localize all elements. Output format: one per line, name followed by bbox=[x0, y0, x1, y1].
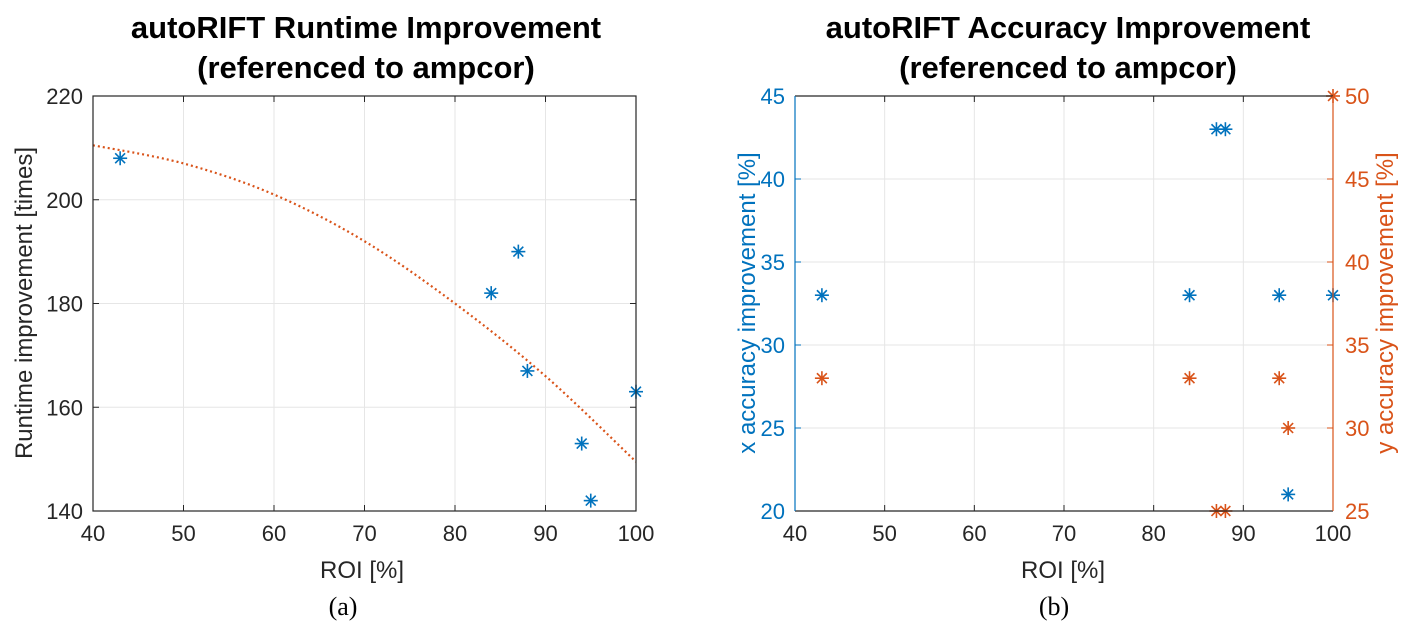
x-tick-label: 60 bbox=[962, 521, 986, 546]
x-tick-label: 40 bbox=[81, 521, 105, 546]
y-right-tick-label: 40 bbox=[1345, 250, 1369, 275]
y-tick-label: 160 bbox=[46, 395, 83, 420]
grid bbox=[92, 95, 637, 512]
x-accuracy-point bbox=[1218, 122, 1233, 137]
plot-frame bbox=[92, 95, 637, 512]
chart-subtitle: (referenced to ampcor) bbox=[899, 50, 1237, 85]
x-tick-label: 70 bbox=[352, 521, 376, 546]
x-axis-label: ROI [%] bbox=[1021, 557, 1105, 584]
y-right-tick-label: 25 bbox=[1345, 499, 1369, 524]
x-tick-label: 90 bbox=[1231, 521, 1255, 546]
y-tick-label: 180 bbox=[46, 292, 83, 317]
data-point bbox=[484, 286, 499, 301]
x-tick-label: 60 bbox=[262, 521, 286, 546]
x-tick-label: 90 bbox=[533, 521, 557, 546]
data-point bbox=[583, 493, 598, 508]
y-tick-label: 140 bbox=[46, 499, 83, 524]
y-left-tick-label: 40 bbox=[761, 167, 785, 192]
plot-marks bbox=[814, 89, 1340, 518]
y-accuracy-point bbox=[1272, 371, 1287, 386]
y-right-tick-label: 50 bbox=[1345, 84, 1369, 109]
y-tick-label: 200 bbox=[46, 188, 83, 213]
y-accuracy-point bbox=[814, 371, 829, 386]
x-tick-label: 100 bbox=[1315, 521, 1352, 546]
accuracy-chart-panel: autoRIFT Accuracy Improvement (reference… bbox=[707, 0, 1415, 641]
y-left-tick-label: 25 bbox=[761, 416, 785, 441]
x-accuracy-point bbox=[1272, 288, 1287, 303]
x-tick-label: 80 bbox=[443, 521, 467, 546]
chart-title: autoRIFT Accuracy Improvement bbox=[826, 10, 1311, 45]
axes: 40 50 60 70 80 90 100 140 160 180 200 220 bbox=[46, 84, 654, 546]
y-axis-label: Runtime improvement [times] bbox=[11, 147, 38, 459]
chart-subtitle: (referenced to ampcor) bbox=[197, 50, 535, 85]
y-left-tick-label: 30 bbox=[761, 333, 785, 358]
x-tick-label: 40 bbox=[783, 521, 807, 546]
y-accuracy-point bbox=[1281, 421, 1296, 435]
accuracy-chart: autoRIFT Accuracy Improvement (reference… bbox=[734, 10, 1399, 584]
data-point bbox=[574, 436, 589, 451]
x-tick-label: 70 bbox=[1052, 521, 1076, 546]
data-point bbox=[520, 363, 535, 378]
y-accuracy-point bbox=[1182, 371, 1197, 386]
x-accuracy-point bbox=[1182, 288, 1197, 303]
runtime-chart: autoRIFT Runtime Improvement (referenced… bbox=[11, 10, 654, 584]
y-left-axis-label: x accuracy improvement [%] bbox=[734, 152, 761, 453]
y-left-tick-label: 45 bbox=[761, 84, 785, 109]
y-tick-label: 220 bbox=[46, 84, 83, 109]
caption-a: (a) bbox=[328, 592, 358, 621]
data-point bbox=[511, 244, 526, 259]
x-tick-label: 80 bbox=[1141, 521, 1165, 546]
axes: 40 50 60 70 80 90 100 20 25 30 35 40 45 25 30 35 40 45 50 bbox=[761, 84, 1370, 546]
y-right-tick-label: 45 bbox=[1345, 167, 1369, 192]
y-left-tick-label: 20 bbox=[761, 499, 785, 524]
caption-b: (b) bbox=[1038, 592, 1070, 621]
runtime-chart-panel: autoRIFT Runtime Improvement (referenced… bbox=[0, 0, 707, 641]
x-accuracy-point bbox=[1281, 487, 1296, 502]
x-tick-label: 100 bbox=[618, 521, 655, 546]
grid bbox=[794, 95, 1334, 512]
y-right-tick-label: 30 bbox=[1345, 416, 1369, 441]
chart-title: autoRIFT Runtime Improvement bbox=[131, 10, 601, 45]
x-tick-label: 50 bbox=[171, 521, 195, 546]
x-tick-label: 50 bbox=[872, 521, 896, 546]
y-right-tick-label: 35 bbox=[1345, 333, 1369, 358]
y-left-tick-label: 35 bbox=[761, 250, 785, 275]
y-right-axis-label: y accuracy improvement [%] bbox=[1372, 152, 1399, 453]
x-axis-label: ROI [%] bbox=[320, 557, 404, 584]
data-point bbox=[113, 151, 128, 166]
x-accuracy-point bbox=[814, 288, 829, 303]
